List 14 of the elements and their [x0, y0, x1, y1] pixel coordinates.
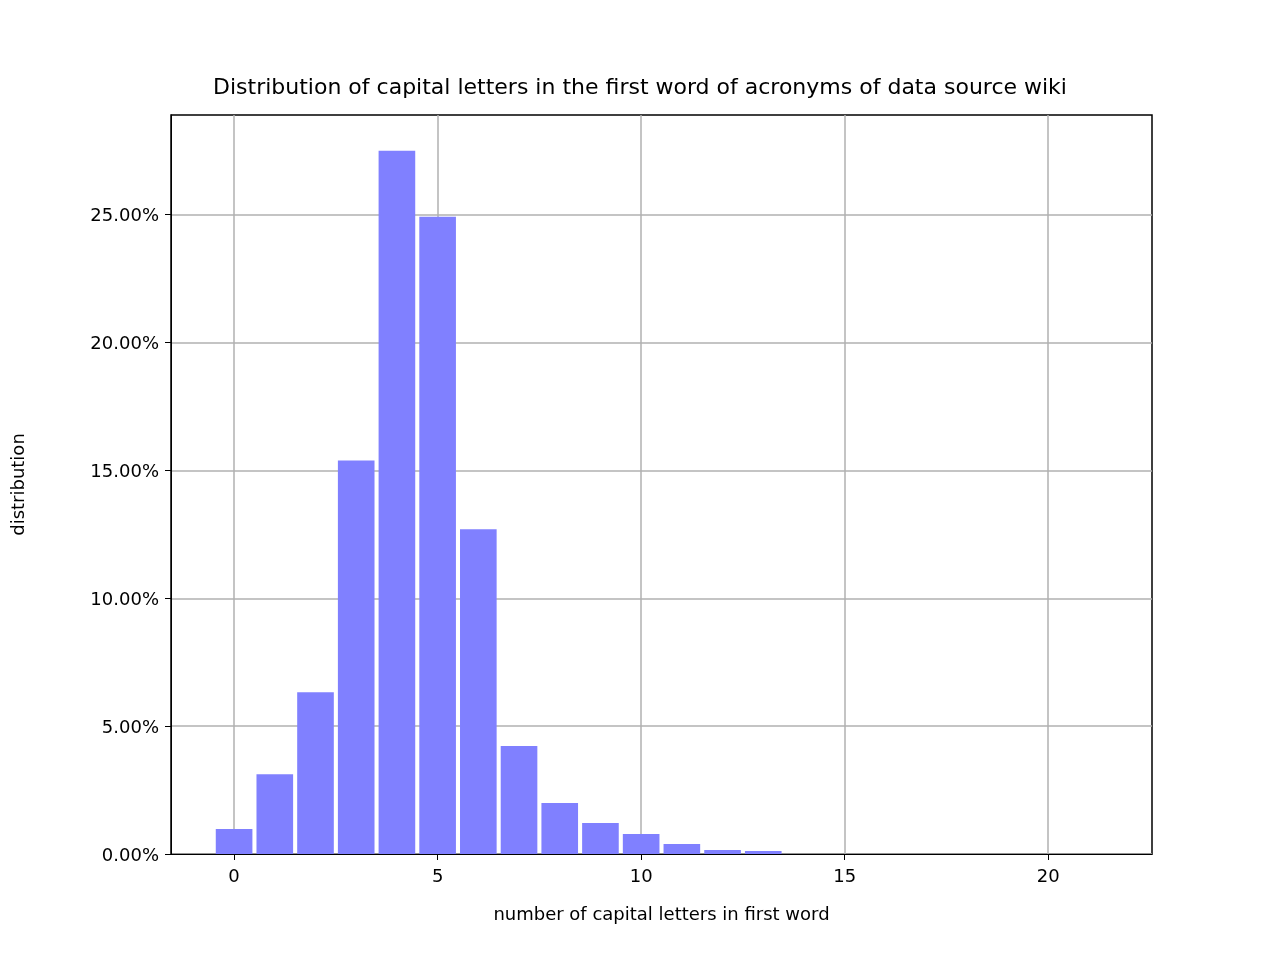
y-tick-label: 25.00%	[90, 204, 159, 226]
x-axis-title: number of capital letters in first word	[493, 902, 830, 924]
x-tick-label: 5	[431, 864, 444, 886]
y-tick-label: 0.00%	[101, 843, 159, 865]
y-axis-title: distribution	[6, 433, 28, 536]
x-tick-label: 15	[833, 864, 857, 886]
y-tick-label: 10.00%	[90, 587, 159, 609]
x-tick-label: 10	[629, 864, 653, 886]
y-tick-label: 15.00%	[90, 459, 159, 481]
y-tick-label: 20.00%	[90, 332, 159, 354]
x-tick-label: 0	[228, 864, 240, 886]
chart-title: Distribution of capital letters in the first word of acronyms of data source wiki	[213, 73, 1067, 99]
x-tick-label: 20	[1036, 864, 1060, 886]
y-tick-label: 5.00%	[101, 715, 159, 737]
